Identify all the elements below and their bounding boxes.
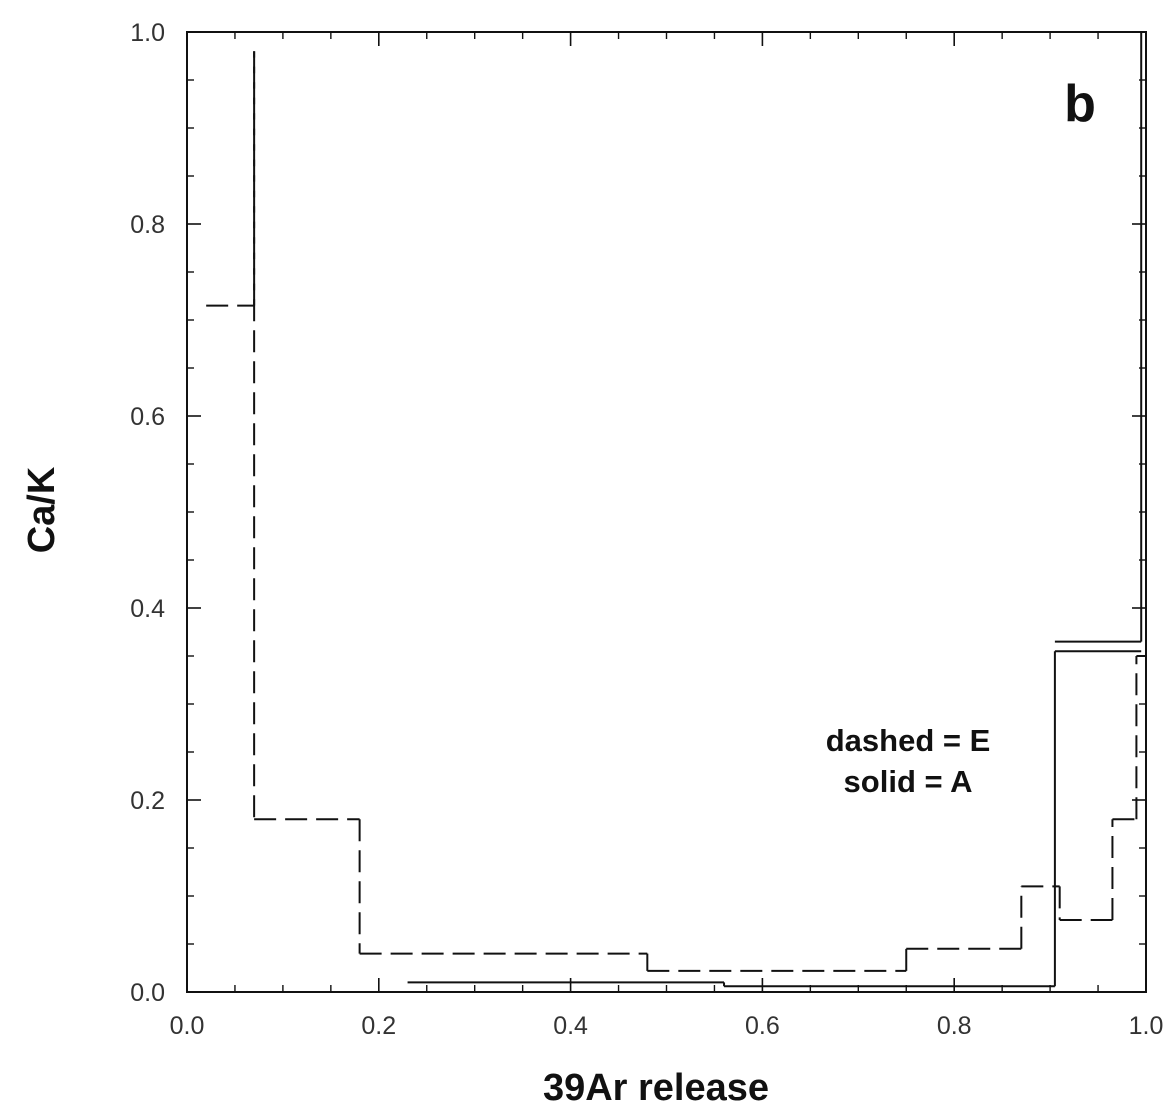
- series-E: [206, 51, 1146, 972]
- y-axis-title: Ca/K: [21, 466, 63, 553]
- x-tick-label: 0.6: [745, 1012, 780, 1040]
- y-tick-label: 0.4: [130, 595, 165, 623]
- series-layer: [206, 31, 1146, 988]
- x-tick-label: 0.4: [553, 1012, 588, 1040]
- legend-line-dashed: dashed = E: [826, 723, 991, 758]
- x-tick-label: 0.2: [361, 1012, 396, 1040]
- x-tick-label: 0.0: [170, 1012, 205, 1040]
- series-A: [407, 31, 1146, 988]
- panel-label: b: [1064, 75, 1096, 133]
- x-tick-label: 1.0: [1129, 1012, 1164, 1040]
- y-tick-label: 0.2: [130, 787, 165, 815]
- legend-line-solid: solid = A: [844, 764, 973, 799]
- tick-labels: 0.0 0.2 0.4 0.6 0.8 1.0 0.0 0.2 0.4 0.6 0.8 1.0: [130, 19, 1163, 1040]
- y-tick-label: 0.8: [130, 211, 165, 239]
- x-axis-title: 39Ar release: [543, 1067, 769, 1109]
- x-tick-label: 0.8: [937, 1012, 972, 1040]
- plot-frame: [186, 31, 1147, 993]
- y-tick-label: 1.0: [130, 19, 165, 47]
- axis-ticks: [186, 31, 1147, 993]
- plot-border: [186, 31, 1147, 993]
- y-tick-label: 0.0: [130, 979, 165, 1007]
- y-tick-label: 0.6: [130, 403, 165, 431]
